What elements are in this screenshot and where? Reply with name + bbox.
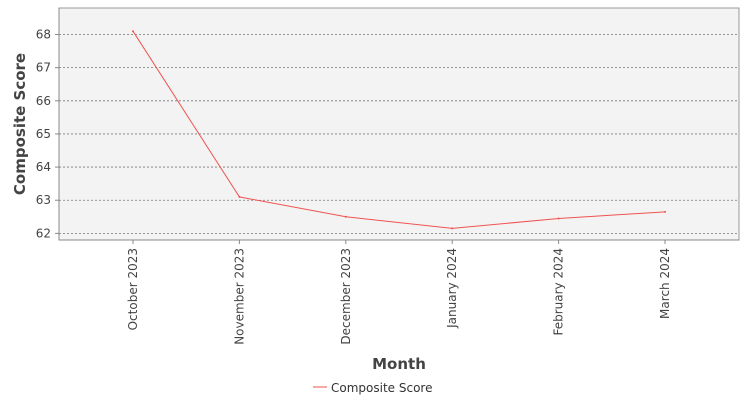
x-tick-label: October 2023: [126, 248, 140, 330]
y-tick-label: 66: [36, 94, 51, 108]
gridlines: [59, 34, 739, 234]
y-tick-label: 63: [36, 193, 51, 207]
data-point: [557, 217, 560, 220]
series-line: [132, 30, 666, 229]
series-layer: [132, 30, 666, 230]
data-point: [238, 195, 241, 198]
legend-label: Composite Score: [331, 381, 432, 395]
data-point: [344, 215, 347, 218]
data-point: [664, 210, 666, 213]
legend: Composite Score: [313, 381, 432, 395]
x-tick-label: December 2023: [339, 248, 353, 345]
data-point: [451, 227, 454, 230]
x-tick-label: March 2024: [658, 248, 672, 319]
y-axis-title: Composite Score: [11, 53, 29, 195]
y-tick-label: 64: [36, 160, 51, 174]
x-tick-label: November 2023: [232, 248, 246, 345]
x-axis-title: Month: [372, 355, 426, 373]
x-tick-label: January 2024: [445, 248, 459, 329]
y-tick-label: 67: [36, 61, 51, 75]
x-tick-label: February 2024: [552, 248, 566, 336]
x-axis: October 2023 November 2023 December 2023 Ja…: [59, 239, 739, 345]
data-point: [132, 30, 134, 33]
y-tick-label: 65: [36, 127, 51, 141]
y-axis: 62 63 64 65 66 67 68: [36, 8, 60, 240]
y-tick-label: 68: [36, 28, 51, 42]
y-tick-label: 62: [36, 226, 51, 240]
plot-area: [58, 7, 740, 241]
